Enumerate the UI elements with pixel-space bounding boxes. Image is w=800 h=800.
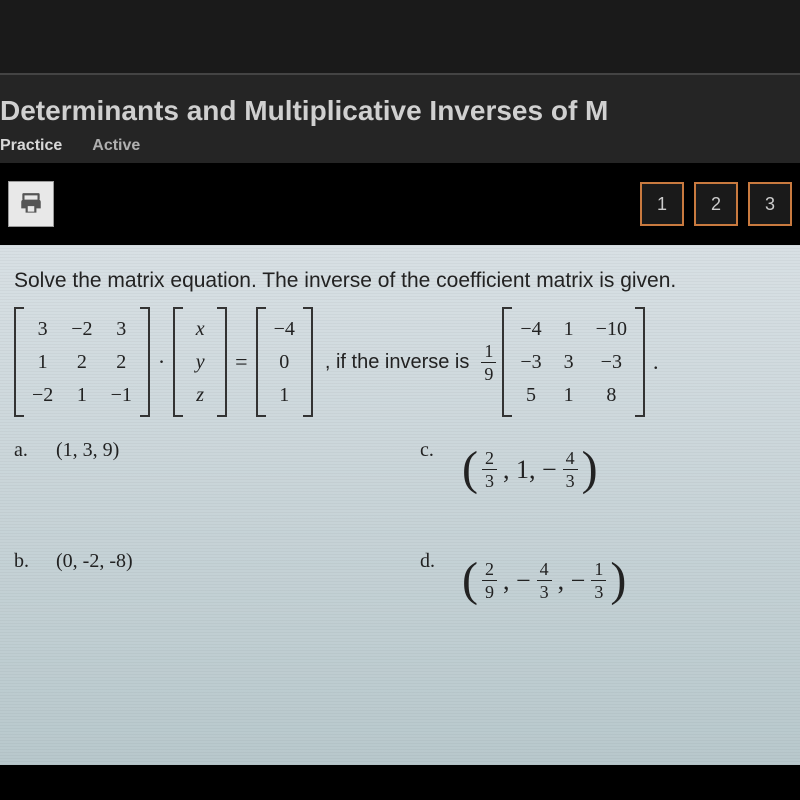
matrix-A: 3−23122−21−1 (14, 307, 150, 417)
choice-a[interactable]: a. (1, 3, 9) (14, 439, 380, 490)
print-button[interactable] (8, 181, 54, 227)
matrix-equation: 3−23122−21−1 · xyz = −401 , if the inver… (14, 307, 786, 417)
tab-active[interactable]: Active (92, 137, 140, 155)
lesson-title: Determinants and Multiplicative Inverses… (0, 87, 800, 133)
choice-d[interactable]: d. ( 29, −43, −13 ) (420, 550, 786, 601)
print-icon (18, 191, 44, 217)
lesson-tabs: Practice Active (0, 133, 800, 163)
choice-c-value: ( 23, 1, −43 ) (462, 449, 598, 490)
vector-b: −401 (256, 307, 313, 417)
choice-d-value: ( 29, −43, −13 ) (462, 560, 626, 601)
choice-c[interactable]: c. ( 23, 1, −43 ) (420, 439, 786, 490)
choice-b[interactable]: b. (0, -2, -8) (14, 550, 380, 601)
lesson-header: Determinants and Multiplicative Inverses… (0, 75, 800, 163)
equals-sign: = (233, 349, 249, 375)
choice-b-value: (0, -2, -8) (56, 550, 133, 573)
tab-practice[interactable]: Practice (0, 137, 62, 155)
inverse-label: , if the inverse is (319, 351, 476, 374)
page-1-button[interactable]: 1 (640, 182, 684, 226)
page-nav: 1 2 3 (640, 182, 792, 226)
question-panel: Solve the matrix equation. The inverse o… (0, 245, 800, 765)
answer-choices: a. (1, 3, 9) c. ( 23, 1, −43 ) b. (0, -2… (14, 439, 786, 601)
question-prompt: Solve the matrix equation. The inverse o… (14, 269, 786, 293)
vector-x: xyz (173, 307, 227, 417)
page-2-button[interactable]: 2 (694, 182, 738, 226)
dot-operator: · (156, 349, 167, 375)
matrix-A-inverse: −41−10−33−3518 (502, 307, 645, 417)
period: . (651, 349, 661, 375)
scalar-fraction: 1 9 (481, 342, 496, 383)
choice-a-value: (1, 3, 9) (56, 439, 119, 462)
page-3-button[interactable]: 3 (748, 182, 792, 226)
app-top-bar (0, 0, 800, 75)
toolbar: 1 2 3 (0, 163, 800, 245)
